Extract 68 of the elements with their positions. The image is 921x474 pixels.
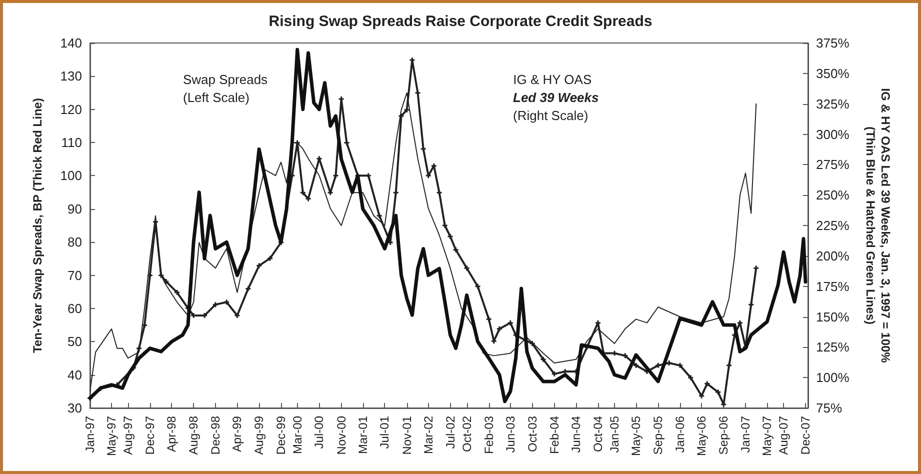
- y2-tick-label: 300%: [816, 126, 850, 142]
- y-tick-label: 100: [60, 168, 82, 184]
- x-tick-label: Dec-07: [798, 416, 812, 455]
- x-tick-label: May-97: [104, 416, 119, 456]
- y2-tick-label: 375%: [816, 36, 850, 50]
- x-tick-label: Jan-06: [673, 416, 688, 453]
- x-tick-label: Dec-98: [208, 416, 222, 455]
- y-tick-label: 140: [60, 36, 82, 50]
- y2-tick-label: 250%: [816, 188, 850, 203]
- y2-axis-title: IG & HY OAS Led 39 Weeks, Jan. 3, 1997 = 100% (Thin Blue & Hatched Green Lines): [864, 88, 892, 364]
- x-tick-label: Apr-98: [164, 416, 179, 452]
- y-tick-label: 30: [68, 400, 82, 416]
- y-tick-label: 120: [60, 102, 82, 117]
- x-tick-label: May-07: [760, 416, 774, 456]
- x-tick-label: Sep-05: [651, 416, 666, 455]
- annotation: Led 39 Weeks: [512, 90, 599, 105]
- annotation: (Left Scale): [182, 90, 250, 105]
- y-tick-label: 130: [60, 68, 82, 84]
- y2-tick-label: 350%: [816, 66, 850, 81]
- x-tick-label: Oct-02: [460, 416, 474, 452]
- y2-tick-label: 225%: [816, 218, 850, 233]
- x-tick-label: Feb-04: [547, 416, 562, 454]
- y2-tick-label: 200%: [816, 248, 850, 264]
- x-tick-label: Mar-02: [421, 416, 436, 454]
- y2-tick-label: 125%: [816, 340, 850, 355]
- y-tick-label: 40: [68, 367, 82, 382]
- y-tick-label: 90: [68, 201, 82, 216]
- x-tick-label: Oct-04: [590, 416, 605, 452]
- x-tick-label: May-05: [629, 416, 644, 456]
- annotation: (Right Scale): [513, 108, 588, 123]
- x-tick-label: Sep-06: [716, 416, 731, 455]
- y2-tick-label: 275%: [816, 157, 850, 172]
- x-tick-label: Jan-05: [608, 416, 622, 453]
- x-tick-label: Nov-00: [334, 416, 348, 455]
- y-tick-label: 70: [68, 268, 82, 283]
- x-tick-label: Aug-97: [121, 416, 136, 455]
- x-tick-label: Jul-00: [312, 416, 326, 449]
- x-tick-label: Jul-01: [378, 416, 392, 449]
- y-tick-label: 50: [68, 334, 82, 350]
- x-tick-label: Mar-00: [290, 416, 304, 454]
- annotation: Swap Spreads: [182, 72, 268, 87]
- y2-tick-label: 75%: [816, 400, 842, 416]
- y2-tick-label: 150%: [816, 309, 850, 324]
- x-tick-label: Feb-03: [482, 416, 496, 454]
- x-tick-label: Jun-03: [503, 416, 518, 453]
- x-tick-label: Aug-98: [186, 416, 201, 455]
- x-tick-label: Aug-07: [776, 416, 791, 455]
- y-tick-label: 60: [68, 300, 82, 316]
- y2-tick-label: 100%: [816, 370, 850, 386]
- x-tick-label: Oct-03: [525, 416, 540, 452]
- x-tick-label: Mar-01: [356, 416, 370, 454]
- x-tick-label: Jul-02: [443, 416, 458, 449]
- x-tick-label: Jan-07: [738, 416, 753, 453]
- y-tick-label: 110: [61, 135, 82, 150]
- x-tick-label: Dec-97: [142, 416, 157, 455]
- annotation: IG & HY OAS: [513, 72, 592, 87]
- y2-tick-label: 325%: [816, 96, 850, 112]
- chart-title: Rising Swap Spreads Raise Corporate Credit Spreads: [268, 13, 652, 30]
- y2-tick-label: 175%: [816, 278, 850, 294]
- x-tick-label: Jun-04: [569, 416, 584, 453]
- x-tick-label: Dec-99: [274, 416, 288, 455]
- x-tick-label: Aug-99: [252, 416, 266, 455]
- x-tick-label: Jan-97: [83, 416, 97, 453]
- y-tick-label: 80: [68, 234, 82, 250]
- x-tick-label: Nov-01: [400, 416, 414, 455]
- x-tick-label: Apr-99: [230, 416, 244, 452]
- y-axis-title: Ten-Year Swap Spreads, BP (Thick Red Line): [30, 98, 44, 353]
- x-tick-label: May-06: [694, 416, 709, 456]
